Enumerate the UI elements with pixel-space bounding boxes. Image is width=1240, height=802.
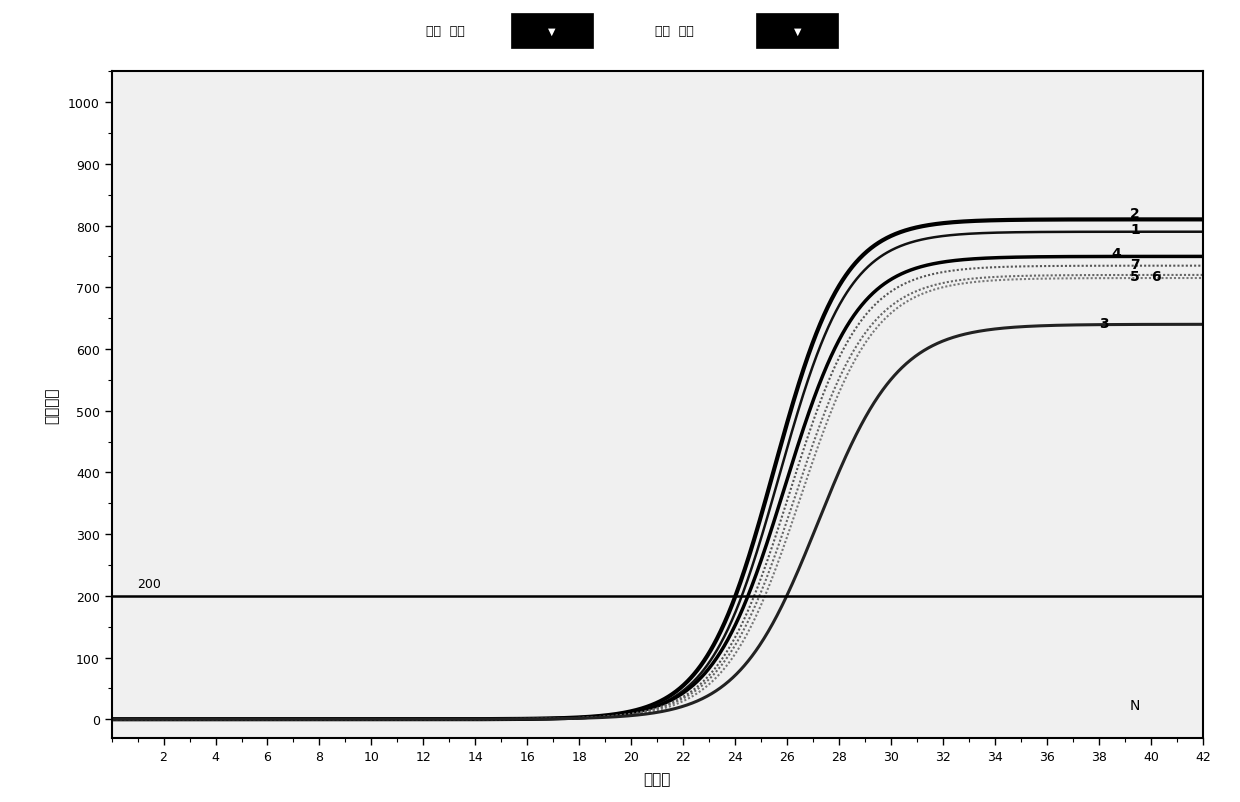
Text: 4: 4 <box>1112 247 1122 261</box>
Text: 3: 3 <box>1099 317 1109 330</box>
FancyBboxPatch shape <box>345 8 895 55</box>
Text: ▼: ▼ <box>548 26 556 36</box>
Text: 200: 200 <box>138 577 161 590</box>
Text: 颜色  孔位: 颜色 孔位 <box>427 25 465 38</box>
FancyBboxPatch shape <box>511 14 593 49</box>
Text: 2: 2 <box>1130 207 1140 221</box>
Text: 1: 1 <box>1130 222 1140 237</box>
Text: ▼: ▼ <box>794 26 801 36</box>
X-axis label: 循环数: 循环数 <box>644 771 671 786</box>
Text: N: N <box>1130 698 1141 712</box>
FancyBboxPatch shape <box>756 14 838 49</box>
Text: 5: 5 <box>1130 269 1140 284</box>
Text: 7: 7 <box>1130 257 1140 271</box>
Text: 线型  线性: 线型 线性 <box>655 25 694 38</box>
Text: 6: 6 <box>1151 269 1161 284</box>
Y-axis label: 荧光强度: 荧光强度 <box>45 387 60 423</box>
